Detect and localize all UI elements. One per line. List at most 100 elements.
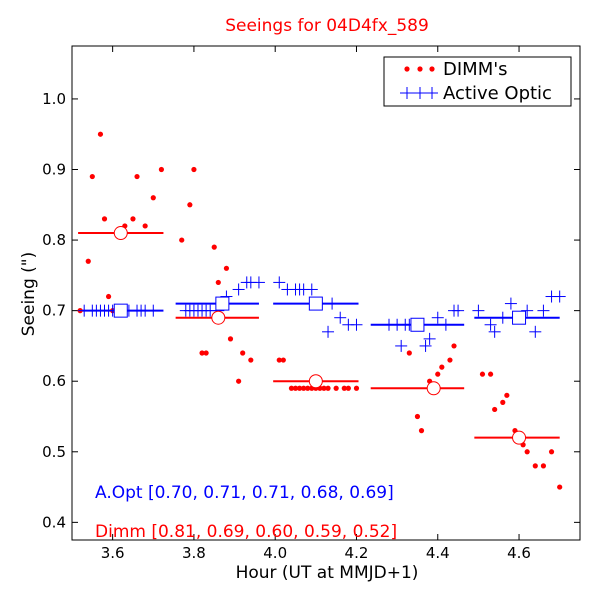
y-tick-label: 0.6 [42,372,66,390]
active-optic-point [521,304,534,317]
dimm-point [142,223,148,229]
legend-active-optic-marker [400,87,438,99]
dimm-summary: Dimm [0.81, 0.69, 0.60, 0.59, 0.52] [95,522,397,542]
dimm-point [134,173,140,180]
dimm-point [227,336,234,342]
active-optic-point [496,311,509,324]
dimm-point [557,484,563,490]
dimm-point [479,371,486,377]
aopt-bin-marker [113,303,128,318]
y-axis-label: Seeing (") [19,252,39,337]
dimm-bin-marker [308,374,323,389]
dimm-point [532,463,538,469]
legend-box [383,56,572,107]
dimm-point [492,406,498,413]
aopt-bin-marker [308,296,323,311]
y-tick-label: 0.5 [42,443,66,461]
active-optic-point [326,297,339,310]
active-optic-point [305,283,318,296]
chart-title: Seeings for 04D4fx_589 [225,16,429,36]
active-optic-point [504,297,517,310]
x-tick-label: 4.4 [426,544,450,562]
dimm-point [451,343,457,349]
active-optic-point [439,318,452,331]
legend-dimm-marker [404,66,435,72]
dimm-point [500,399,506,405]
dimm-point [191,166,197,173]
dimm-point [280,357,286,363]
dimm-point [305,385,311,391]
dimm-bin-marker [113,226,128,241]
plot-frame [71,45,581,541]
dimm-point [540,463,547,469]
dimm-point [296,385,303,391]
active-optic-point [423,332,436,345]
dimm-point [211,244,217,250]
y-tick-label: 0.7 [42,302,66,320]
active-optic-summary: A.Opt [0.70, 0.71, 0.71, 0.68, 0.69] [95,483,394,503]
legend-dimm-dot [429,66,435,72]
chart-legend: DIMM's Active Optic [383,56,572,107]
dimm-point [105,293,112,300]
y-tick-label: 0.8 [42,231,66,249]
active-optic-point [529,325,542,338]
dimm-point [439,364,445,370]
dimm-point [199,350,205,356]
active-optic-point [322,325,335,338]
active-optic-point [395,339,408,352]
dimm-point [301,385,307,391]
active-optic-point [147,304,160,317]
dimm-point [158,166,165,173]
dimm-point [341,385,347,391]
dimm-bin-marker [512,430,527,445]
active-optic-point [472,304,485,317]
dimm-point [97,131,104,137]
y-tick-label: 1.0 [42,90,66,108]
legend-active-optic-label: Active Optic [443,83,552,104]
active-optic-point [232,283,245,296]
dimm-point [414,413,421,420]
dimm-point [435,371,441,377]
x-tick-label: 3.6 [101,544,125,562]
dimm-point [179,237,185,243]
y-axis-ticks: 0.4 0.5 0.6 0.7 0.8 0.9 1.0 [42,90,580,531]
x-tick-label: 3.8 [182,544,206,562]
legend-dimm-dot [417,66,423,72]
dimm-point [333,385,339,391]
dimm-point [504,392,510,398]
dimm-point [223,265,230,271]
active-optic-point [452,304,465,317]
dimm-point [130,216,136,222]
dimm-point [447,357,453,363]
dimm-point [487,371,494,377]
dimm-point [548,449,555,455]
dimm-point [345,385,351,391]
dimm-point [325,385,331,391]
bin-average-markers [113,226,527,445]
dimm-point [150,195,156,201]
active-optic-point [334,311,347,324]
dimm-point [292,385,299,391]
x-tick-label: 4.2 [345,544,369,562]
active-optic-point [488,325,501,338]
dimm-point [276,357,282,363]
active-optic-point [537,304,550,317]
dimm-point [524,449,530,455]
dimm-bin-marker [211,310,226,325]
y-tick-label: 0.9 [42,161,66,179]
dimm-point [89,173,95,180]
active-optic-point [484,318,497,331]
dimm-point [187,202,193,208]
dimm-point [353,385,360,391]
dimm-point [101,216,108,222]
active-optic-point [273,276,286,289]
active-optic-point [431,311,444,324]
active-optic-point [350,318,363,331]
dimm-point [288,385,295,391]
x-axis-label: Hour (UT at MMJD+1) [236,563,419,583]
dimm-point [236,378,242,384]
aopt-bin-marker [410,317,425,332]
dimm-point [406,350,412,356]
x-axis-ticks: 3.6 3.8 4.0 4.2 4.4 4.6 [101,46,531,562]
